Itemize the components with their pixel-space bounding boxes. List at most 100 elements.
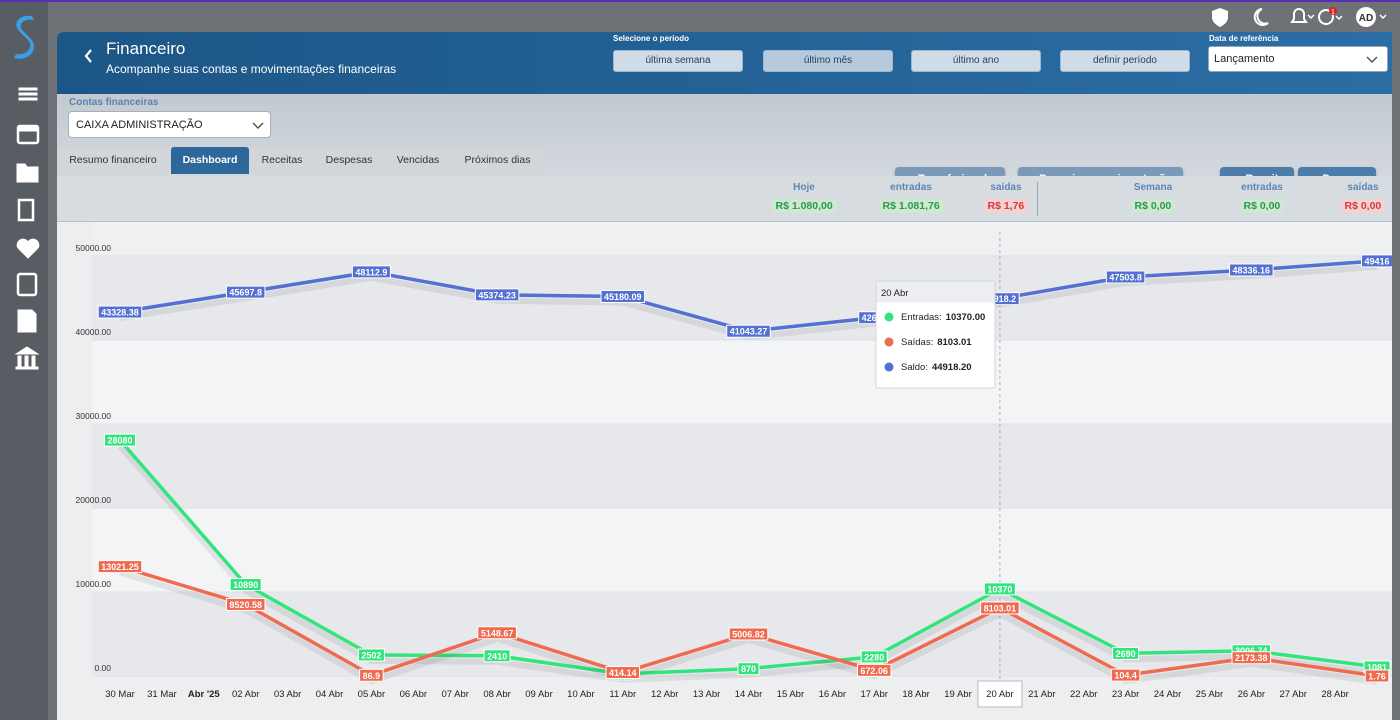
value-label: 5006.82: [732, 629, 765, 639]
x-tick-label: 25 Abr: [1196, 689, 1223, 700]
period-button[interactable]: último mês: [763, 50, 893, 72]
document-icon[interactable]: [17, 309, 37, 333]
value-label: 13021.25: [101, 562, 139, 572]
x-tick-label: 20 Abr: [986, 689, 1013, 700]
clipboard-icon[interactable]: [17, 198, 35, 222]
y-tick-label: 40000.00: [76, 327, 112, 337]
summary-value: R$ 1.080,00: [771, 199, 837, 213]
x-tick-label: 04 Abr: [316, 689, 343, 700]
reference-select[interactable]: Lançamento: [1208, 46, 1388, 72]
value-label: 47503.8: [1109, 272, 1142, 282]
x-tick-label: 03 Abr: [274, 689, 301, 700]
x-tick-label: 11 Abr: [609, 689, 636, 700]
tooltip-title: 20 Abr: [881, 288, 908, 299]
tab[interactable]: Receitas: [251, 147, 313, 174]
value-label-bg: [229, 578, 262, 592]
sidebar-icons: [14, 15, 40, 370]
value-label-bg: [980, 601, 1020, 615]
value-label: 48336.16: [1233, 265, 1271, 275]
health-icon[interactable]: [16, 238, 40, 259]
value-label-bg: [359, 668, 384, 682]
notification-badge: 1: [1331, 9, 1335, 16]
bell-icon[interactable]: [1290, 8, 1308, 23]
value-label-bg: [1110, 668, 1141, 682]
tooltip-label: Saídas:: [901, 337, 933, 348]
account-select[interactable]: CAIXA ADMINISTRAÇÃO: [68, 111, 271, 138]
period-button[interactable]: último ano: [911, 50, 1041, 72]
value-label: 672.06: [860, 666, 888, 676]
x-tick-label: 30 Mar: [105, 689, 135, 700]
tooltip-label: Entradas:: [901, 312, 942, 323]
tooltip-value: 10370.00: [946, 312, 986, 323]
value-label: 43328.38: [101, 308, 139, 318]
menu-icon[interactable]: [18, 87, 38, 91]
value-label: 28080: [107, 436, 132, 446]
period-button[interactable]: definir período: [1060, 50, 1190, 72]
value-label-bg: [1360, 254, 1392, 268]
avatar[interactable]: [1356, 7, 1376, 27]
value-label: 45374.23: [478, 290, 516, 300]
value-label: 42650: [862, 313, 887, 323]
summary-value: R$ 1,76: [983, 199, 1029, 213]
value-label-bg: [1112, 646, 1140, 660]
back-button[interactable]: [83, 48, 95, 64]
tab[interactable]: Despesas: [315, 147, 383, 174]
tooltip-value: 44918.20: [932, 362, 972, 373]
y-tick-label: 50000.00: [76, 243, 112, 253]
separator: [1037, 182, 1038, 216]
logo[interactable]: [14, 15, 35, 59]
value-label-bg: [600, 289, 646, 303]
folder-icon[interactable]: [16, 163, 39, 183]
tab[interactable]: Próximos dias: [453, 147, 542, 174]
reference-value: Lançamento: [1214, 53, 1275, 65]
page-header: Financeiro Acompanhe suas contas e movim…: [57, 32, 1392, 94]
tab[interactable]: Dashboard: [171, 147, 249, 174]
x-tick-label: 16 Abr: [819, 689, 846, 700]
select-chevron: [1366, 56, 1378, 64]
top-accent: [0, 0, 1400, 2]
value-label: 104.4: [1114, 671, 1137, 681]
value-label-bg: [605, 666, 641, 680]
value-label-bg: [1364, 669, 1390, 683]
value-label-bg: [726, 324, 771, 338]
value-label-bg: [728, 627, 769, 641]
value-label: 86.9: [363, 671, 381, 681]
value-label-bg: [357, 648, 385, 662]
badge-icon[interactable]: [16, 272, 38, 297]
value-label: 8103.01: [984, 603, 1017, 613]
tab[interactable]: Vencidas: [385, 147, 451, 174]
x-tick-label: 05 Abr: [358, 689, 385, 700]
value-label-bg: [983, 582, 1016, 596]
x-tick-label: 24 Abr: [1154, 689, 1181, 700]
value-label: 1081: [1367, 662, 1387, 672]
hover-x-box: [977, 680, 1023, 708]
value-label: 8520.58: [229, 600, 262, 610]
x-tick-label: 19 Abr: [944, 689, 971, 700]
summary-value: R$ 1.081,76: [878, 199, 944, 213]
dark-mode-icon[interactable]: [1253, 8, 1269, 26]
reference-label: Data de referência: [1209, 34, 1279, 43]
value-label: 41043.27: [730, 327, 768, 337]
value-label: 2410: [487, 651, 507, 661]
tab[interactable]: Resumo financeiro: [57, 147, 169, 174]
bank-icon[interactable]: [14, 346, 40, 370]
chart: 0.00 10000.00 20000.00 30000.00 40000.00 5000…: [76, 222, 1392, 708]
tooltip-dot: [884, 362, 894, 372]
shield-icon[interactable]: [1212, 8, 1228, 27]
tooltip-dot: [884, 337, 894, 347]
badge-dot: [1329, 7, 1337, 15]
summary-label: entradas: [890, 182, 932, 193]
value-label: 10370: [987, 584, 1012, 594]
x-tick-label: 31 Mar: [147, 689, 177, 700]
tooltip-value: 8103.01: [937, 337, 972, 348]
value-label-bg: [477, 626, 517, 640]
value-label: 414.14: [609, 668, 637, 678]
value-label: 2690: [1116, 649, 1136, 659]
select-chevron: [252, 122, 264, 130]
x-tick-label: 02 Abr: [232, 689, 259, 700]
help-icon[interactable]: [1318, 9, 1334, 25]
period-button[interactable]: última semana: [613, 50, 743, 72]
x-tick-label: 13 Abr: [693, 689, 720, 700]
summary-label: Semana: [1133, 182, 1173, 193]
